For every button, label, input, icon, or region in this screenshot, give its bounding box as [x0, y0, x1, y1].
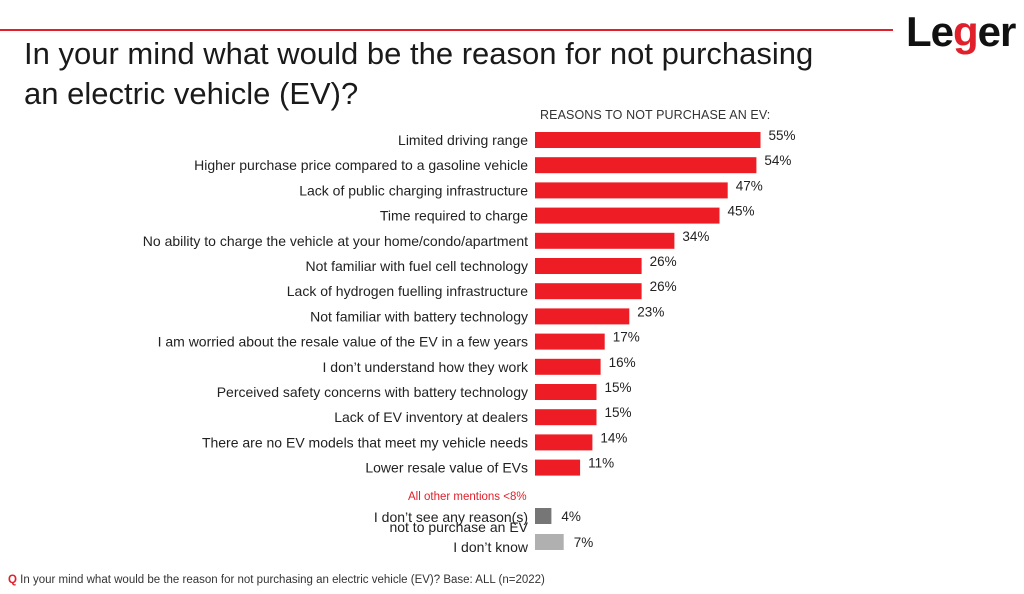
bar-3 — [535, 182, 728, 199]
value-label: 15% — [605, 380, 632, 395]
bar-9 — [535, 333, 605, 350]
value-label: 54% — [764, 153, 791, 168]
chart-title: REASONS TO NOT PURCHASE AN EV: — [540, 108, 771, 122]
header-rule — [0, 29, 893, 31]
bar-12 — [535, 409, 597, 426]
value-label: 45% — [728, 204, 755, 219]
bar-4 — [535, 207, 720, 224]
leger-logo: Leger — [906, 8, 1016, 55]
category-label: Higher purchase price compared to a gaso… — [194, 157, 528, 173]
bar-5 — [535, 232, 675, 249]
bar-13 — [535, 434, 593, 451]
bar-14 — [535, 459, 581, 476]
value-label: 26% — [650, 279, 677, 294]
page-title-line2: an electric vehicle (EV)? — [24, 76, 359, 111]
value-label: 11% — [588, 456, 614, 471]
category-label: Not familiar with fuel cell technology — [305, 258, 528, 274]
page-title-line1: In your mind what would be the reason fo… — [24, 36, 814, 71]
value-label: 15% — [605, 405, 632, 420]
other-mentions-note: All other mentions <8% — [408, 491, 527, 503]
category-label: I don’t understand how they work — [323, 359, 529, 375]
category-label: Lack of public charging infrastructure — [299, 182, 528, 198]
bar-11 — [535, 384, 597, 400]
category-label: Not familiar with battery technology — [310, 308, 528, 324]
value-label: 34% — [682, 229, 709, 244]
category-label: Lower resale value of EVs — [365, 460, 528, 476]
category-label: Limited driving range — [398, 132, 528, 148]
value-label: 14% — [600, 430, 627, 445]
question-marker: Q — [8, 574, 17, 586]
value-label: 7% — [574, 535, 594, 550]
footnote: Q In your mind what would be the reason … — [8, 574, 545, 586]
value-label: 4% — [561, 509, 581, 524]
category-label: No ability to charge the vehicle at your… — [143, 233, 528, 249]
category-label: Lack of hydrogen fuelling infrastructure — [287, 283, 528, 299]
bar-2 — [535, 157, 757, 174]
bar-7 — [535, 283, 642, 300]
value-label: 16% — [609, 355, 636, 370]
value-label: 26% — [650, 254, 677, 269]
category-label: I don’t know — [453, 539, 529, 555]
bar-1 — [535, 132, 761, 148]
value-label: 55% — [769, 128, 796, 143]
category-label: Perceived safety concerns with battery t… — [217, 384, 528, 400]
value-label: 23% — [637, 304, 664, 319]
category-label: There are no EV models that meet my vehi… — [202, 434, 528, 450]
category-label: I don’t see any reason(s) — [374, 509, 528, 525]
category-label: Time required to charge — [380, 208, 528, 224]
category-label: not to purchase an EV — [389, 519, 528, 535]
bar-6 — [535, 258, 642, 274]
bar-8 — [535, 308, 630, 325]
extra-bar-2 — [535, 534, 564, 550]
category-label: Lack of EV inventory at dealers — [334, 409, 528, 425]
value-label: 47% — [736, 178, 763, 193]
extra-bar-1 — [535, 508, 552, 524]
footnote-text: In your mind what would be the reason fo… — [20, 574, 545, 586]
page-title: In your mind what would be the reason fo… — [24, 34, 884, 114]
category-label: I am worried about the resale value of t… — [158, 334, 528, 350]
bar-10 — [535, 358, 601, 375]
value-label: 17% — [613, 330, 640, 345]
